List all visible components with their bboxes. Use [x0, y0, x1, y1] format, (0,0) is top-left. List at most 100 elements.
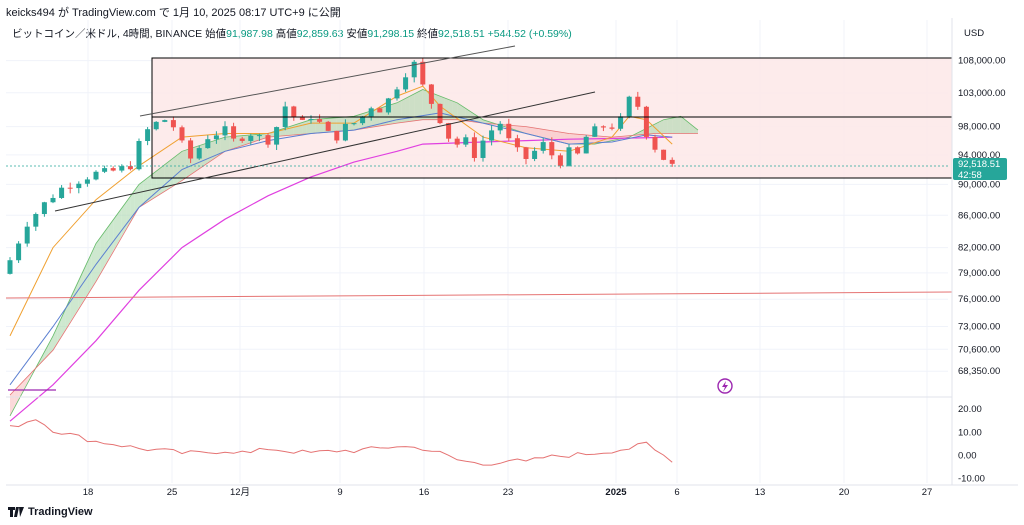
cloud-segment: [521, 126, 526, 134]
candle: [351, 123, 357, 125]
candle: [325, 121, 331, 131]
close-value: 92,518.51: [438, 28, 485, 40]
candle: [41, 202, 47, 215]
cloud-segment: [139, 181, 144, 208]
candle: [420, 61, 426, 85]
candle: [102, 168, 108, 172]
cloud-segment: [560, 132, 565, 144]
candle: [342, 123, 348, 141]
candle: [33, 214, 39, 227]
cloud-segment: [61, 306, 66, 336]
candle: [360, 116, 366, 124]
open-label: 始値: [205, 28, 227, 40]
lightning-icon: [717, 378, 733, 394]
y-tick-label: 90,000.00: [958, 179, 1000, 190]
x-tick-label: 16: [419, 487, 430, 498]
cloud-segment: [332, 117, 337, 132]
candle: [334, 130, 340, 141]
candle: [213, 135, 219, 140]
candle: [557, 155, 563, 166]
osc-y-tick-label: 0.00: [958, 450, 977, 461]
high-label: 高値: [275, 28, 297, 40]
candle: [480, 140, 486, 158]
last-price-value: 92,518.51: [958, 159, 1000, 170]
candle: [549, 142, 555, 156]
candle: [299, 116, 305, 120]
cloud-segment: [121, 201, 127, 237]
cloud-segment: [160, 164, 165, 194]
x-tick-label: 25: [167, 487, 178, 498]
y-tick-label: 79,000.00: [958, 268, 1000, 279]
candle: [153, 121, 159, 130]
candle: [428, 84, 434, 104]
y-tick-label: 86,000.00: [958, 210, 1000, 221]
candle: [532, 150, 538, 159]
cloud-segment: [96, 237, 101, 282]
cloud-segment: [478, 116, 483, 124]
high-value: 92,859.63: [296, 28, 344, 40]
candle: [76, 183, 82, 189]
cloud-segment: [182, 149, 187, 181]
candle: [669, 159, 675, 164]
span-b-line: [9, 119, 698, 396]
x-tick-label: 27: [922, 487, 933, 498]
x-tick-label: 18: [83, 487, 94, 498]
x-tick-label: 20: [839, 487, 850, 498]
candle: [308, 119, 314, 121]
trend-line-red: [5, 291, 953, 299]
cloud-segment: [104, 225, 109, 267]
cloud-segment: [534, 127, 539, 137]
cloud-segment: [680, 116, 686, 134]
candle: [24, 226, 30, 244]
candle: [540, 142, 546, 151]
cloud-segment: [315, 119, 320, 134]
cloud-segment: [336, 117, 342, 132]
candle: [609, 127, 615, 129]
candle: [489, 130, 495, 141]
last-price-badge: [953, 158, 1007, 180]
candle: [256, 135, 262, 137]
candle: [119, 166, 125, 171]
y-tick-label: 94,000.00: [958, 150, 1000, 161]
cloud-segment: [298, 122, 303, 135]
candle: [446, 123, 452, 139]
candle: [626, 96, 632, 117]
change-value: +544.52 (+0.59%): [487, 28, 572, 40]
tradingview-logo[interactable]: TradingView: [8, 506, 93, 518]
ma-blue-line: [9, 112, 673, 386]
symbol-name: ビットコイン／米ドル, 4時間, BINANCE: [12, 28, 203, 40]
cloud-segment: [693, 126, 698, 134]
candle: [394, 89, 400, 99]
candle: [566, 147, 572, 166]
y-tick-label: 103,000.00: [958, 88, 1006, 99]
cloud-segment: [405, 96, 410, 122]
cloud-segment: [177, 151, 182, 184]
candle: [523, 147, 529, 159]
tradingview-logo-icon: [8, 507, 24, 517]
x-tick-label: 13: [755, 487, 766, 498]
cloud-segment: [354, 114, 359, 131]
candle: [162, 120, 168, 122]
candle: [222, 126, 228, 136]
candle: [463, 137, 469, 145]
candle: [592, 126, 598, 137]
candle: [583, 136, 589, 154]
last-price-countdown: 42:58: [958, 170, 982, 181]
cloud-segment: [57, 316, 62, 344]
drawings[interactable]: [5, 45, 953, 394]
candle: [145, 129, 151, 142]
lightning-icon-circle: [717, 378, 733, 394]
cloud-segment: [293, 123, 299, 135]
candle: [274, 127, 280, 145]
cloud-segment: [113, 213, 118, 251]
candle: [136, 141, 142, 170]
publish-header: keicks494 が TradingView.com で 1月 10, 202…: [6, 7, 341, 19]
candle: [377, 108, 383, 113]
cloud-segment: [229, 136, 234, 150]
candle: [93, 171, 99, 180]
cloud-segment: [147, 174, 152, 202]
y-tick-label: 76,000.00: [958, 294, 1000, 305]
candle: [16, 243, 22, 261]
range-box-fill: [152, 58, 952, 178]
